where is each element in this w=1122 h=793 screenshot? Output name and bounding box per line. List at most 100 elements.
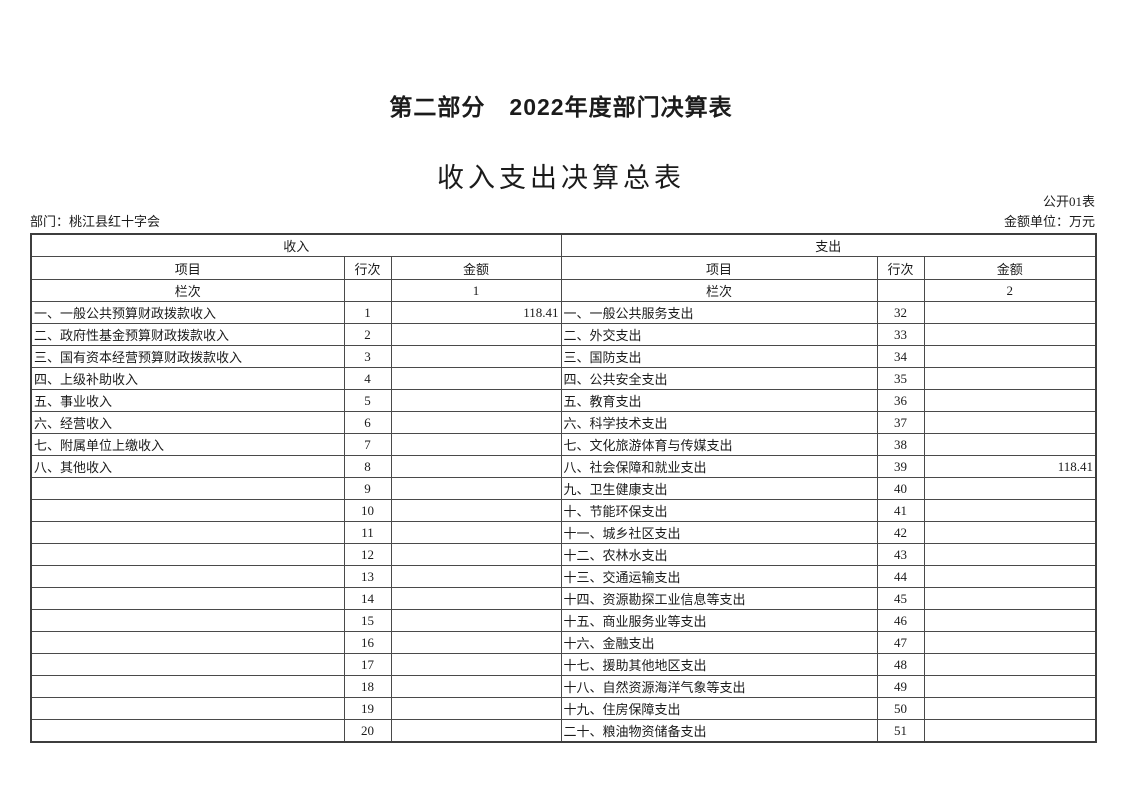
income-item-cell — [30, 587, 345, 610]
expense-item-cell: 九、卫生健康支出 — [560, 477, 878, 500]
income-line-cell: 8 — [343, 455, 392, 478]
income-line-cell: 4 — [343, 367, 392, 390]
table-body: 一、一般公共预算财政拨款收入 1 118.41 一、一般公共服务支出 32 二、政府性基金… — [30, 301, 1097, 743]
table-row: 五、事业收入 5 五、教育支出 36 — [30, 389, 1097, 412]
income-amount-cell: 118.41 — [390, 301, 562, 324]
expense-amount-cell — [923, 367, 1097, 390]
expense-amount-cell — [923, 411, 1097, 434]
expense-line-cell: 38 — [876, 433, 925, 456]
income-line-column-header: 行次 — [343, 256, 392, 280]
expense-item-cell: 二、外交支出 — [560, 323, 878, 346]
expense-line-cell: 33 — [876, 323, 925, 346]
income-item-column-header: 项目 — [30, 256, 345, 280]
expense-item-cell: 十七、援助其他地区支出 — [560, 653, 878, 676]
section-header-row: 收入 支出 — [30, 233, 1097, 257]
expense-amount-cell — [923, 631, 1097, 654]
expense-line-cell: 50 — [876, 697, 925, 720]
expense-line-cell: 35 — [876, 367, 925, 390]
expense-amount-cell — [923, 719, 1097, 743]
expense-item-cell: 十八、自然资源海洋气象等支出 — [560, 675, 878, 698]
income-amount-cell — [390, 543, 562, 566]
expense-item-cell: 十四、资源勘探工业信息等支出 — [560, 587, 878, 610]
expense-line-cell: 41 — [876, 499, 925, 522]
expense-amount-cell — [923, 653, 1097, 676]
income-line-cell: 14 — [343, 587, 392, 610]
income-line-cell: 1 — [343, 301, 392, 324]
table-row: 六、经营收入 6 六、科学技术支出 37 — [30, 411, 1097, 434]
expense-item-cell: 三、国防支出 — [560, 345, 878, 368]
income-amount-cell — [390, 345, 562, 368]
expense-section-header: 支出 — [560, 233, 1097, 257]
income-amount-column-header: 金额 — [390, 256, 562, 280]
income-amount-cell — [390, 411, 562, 434]
income-line-cell: 17 — [343, 653, 392, 676]
expense-amount-cell — [923, 499, 1097, 522]
income-item-cell — [30, 499, 345, 522]
expense-line-cell: 51 — [876, 719, 925, 743]
income-amount-cell — [390, 653, 562, 676]
table-row: 15 十五、商业服务业等支出 46 — [30, 609, 1097, 632]
expense-line-cell: 37 — [876, 411, 925, 434]
expense-amount-cell: 118.41 — [923, 455, 1097, 478]
income-item-cell — [30, 697, 345, 720]
expense-amount-cell — [923, 609, 1097, 632]
income-item-cell: 一、一般公共预算财政拨款收入 — [30, 301, 345, 324]
income-line-cell: 5 — [343, 389, 392, 412]
table-row: 19 十九、住房保障支出 50 — [30, 697, 1097, 720]
expense-amount-cell — [923, 565, 1097, 588]
expense-item-cell: 十五、商业服务业等支出 — [560, 609, 878, 632]
table-title: 收入支出决算总表 — [437, 163, 685, 193]
income-line-cell: 18 — [343, 675, 392, 698]
budget-summary-table: 收入 支出 项目 行次 金额 项目 行次 金额 栏次 1 栏次 2 一、一般公共… — [30, 233, 1098, 743]
income-item-cell — [30, 565, 345, 588]
column-header-row: 项目 行次 金额 项目 行次 金额 — [30, 256, 1097, 280]
income-amount-cell — [390, 477, 562, 500]
income-line-cell: 3 — [343, 345, 392, 368]
expense-line-cell: 32 — [876, 301, 925, 324]
income-column-number: 1 — [390, 279, 562, 302]
table-row: 10 十、节能环保支出 41 — [30, 499, 1097, 522]
income-item-cell — [30, 675, 345, 698]
income-item-cell: 七、附属单位上缴收入 — [30, 433, 345, 456]
table-row: 9 九、卫生健康支出 40 — [30, 477, 1097, 500]
table-row: 三、国有资本经营预算财政拨款收入 3 三、国防支出 34 — [30, 345, 1097, 368]
expense-line-cell: 43 — [876, 543, 925, 566]
expense-line-cell: 45 — [876, 587, 925, 610]
income-amount-cell — [390, 455, 562, 478]
income-amount-cell — [390, 609, 562, 632]
expense-item-cell: 十六、金融支出 — [560, 631, 878, 654]
expense-amount-cell — [923, 389, 1097, 412]
income-item-cell — [30, 653, 345, 676]
income-item-cell — [30, 631, 345, 654]
expense-item-cell: 一、一般公共服务支出 — [560, 301, 878, 324]
table-row: 八、其他收入 8 八、社会保障和就业支出 39 118.41 — [30, 455, 1097, 478]
expense-line-cell: 39 — [876, 455, 925, 478]
column-index-row: 栏次 1 栏次 2 — [30, 279, 1097, 302]
income-line-cell: 9 — [343, 477, 392, 500]
income-item-cell: 八、其他收入 — [30, 455, 345, 478]
expense-amount-cell — [923, 521, 1097, 544]
expense-line-cell: 36 — [876, 389, 925, 412]
expense-amount-cell — [923, 477, 1097, 500]
income-line-cell: 2 — [343, 323, 392, 346]
expense-amount-cell — [923, 433, 1097, 456]
department-label: 部门：桃江县红十字会 — [30, 214, 161, 229]
income-item-cell: 四、上级补助收入 — [30, 367, 345, 390]
expense-item-cell: 十三、交通运输支出 — [560, 565, 878, 588]
income-line-cell: 16 — [343, 631, 392, 654]
expense-item-cell: 五、教育支出 — [560, 389, 878, 412]
expense-line-cell: 47 — [876, 631, 925, 654]
expense-amount-cell — [923, 543, 1097, 566]
table-row: 20 二十、粮油物资储备支出 51 — [30, 719, 1097, 743]
table-row: 14 十四、资源勘探工业信息等支出 45 — [30, 587, 1097, 610]
expense-amount-cell — [923, 345, 1097, 368]
expense-line-cell: 48 — [876, 653, 925, 676]
income-amount-cell — [390, 521, 562, 544]
table-row: 12 十二、农林水支出 43 — [30, 543, 1097, 566]
income-item-cell — [30, 609, 345, 632]
expense-line-cell: 40 — [876, 477, 925, 500]
expense-item-cell: 十、节能环保支出 — [560, 499, 878, 522]
income-amount-cell — [390, 631, 562, 654]
expense-index-line-spacer — [876, 279, 925, 302]
